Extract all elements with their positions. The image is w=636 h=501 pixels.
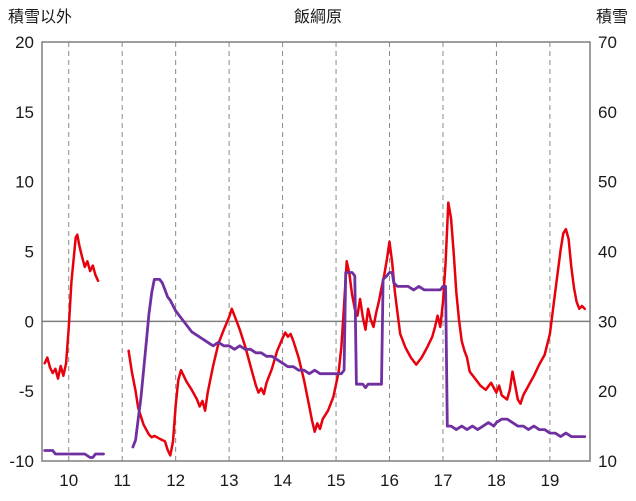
right-axis-tick-label: 40 bbox=[598, 243, 617, 262]
right-axis-tick-label: 60 bbox=[598, 103, 617, 122]
series-line-1 bbox=[43, 271, 587, 459]
plot-border bbox=[41, 41, 591, 462]
right-axis-tick-label: 30 bbox=[598, 312, 617, 331]
right-axis-tick-label: 20 bbox=[598, 382, 617, 401]
x-axis-tick-label: 17 bbox=[434, 471, 453, 490]
x-axis-tick-label: 19 bbox=[540, 471, 559, 490]
x-axis-tick-label: 10 bbox=[59, 471, 78, 490]
left-axis-tick-label: 0 bbox=[25, 312, 34, 331]
left-axis-tick-label: 15 bbox=[15, 103, 34, 122]
right-axis-title: 積雪 bbox=[595, 9, 628, 26]
right-axis-tick-label: 50 bbox=[598, 173, 617, 192]
x-axis-tick-label: 16 bbox=[380, 471, 399, 490]
left-axis-tick-label: -10 bbox=[9, 452, 34, 471]
left-axis-tick-label: 10 bbox=[15, 173, 34, 192]
left-axis-tick-label: 20 bbox=[15, 33, 34, 52]
left-axis-tick-label: -5 bbox=[19, 382, 34, 401]
x-axis-tick-label: 13 bbox=[220, 471, 239, 490]
right-axis-tick-label: 10 bbox=[598, 452, 617, 471]
x-axis-tick-label: 11 bbox=[113, 471, 131, 490]
x-axis-tick-label: 15 bbox=[327, 471, 346, 490]
right-axis-tick-label: 70 bbox=[598, 33, 617, 52]
x-axis-tick-label: 12 bbox=[166, 471, 185, 490]
series-line-0 bbox=[43, 201, 586, 457]
x-axis-tick-label: 14 bbox=[273, 471, 292, 490]
x-axis-tick-label: 18 bbox=[487, 471, 506, 490]
left-axis-tick-label: 5 bbox=[25, 243, 34, 262]
left-axis-title: 積雪以外 bbox=[8, 9, 73, 26]
chart-title: 飯綱原 bbox=[293, 9, 342, 26]
